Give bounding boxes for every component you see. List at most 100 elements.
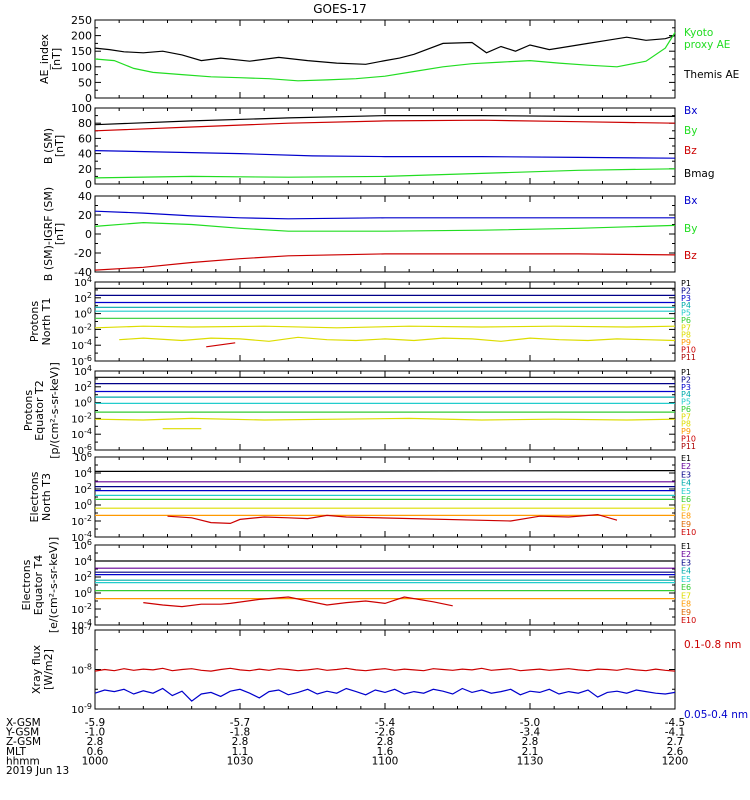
y-tick-label: 10-4 xyxy=(71,338,92,352)
legend-entry: Kyoto xyxy=(684,27,713,39)
legend-entry: E2 xyxy=(681,550,691,559)
y-tick-label: 102 xyxy=(74,570,92,584)
y-axis-label: Equator T2 xyxy=(33,380,46,440)
legend-entry: P5 xyxy=(681,398,691,407)
legend-entry: E6 xyxy=(681,583,691,592)
y-tick-label: 0 xyxy=(85,228,92,241)
y-tick-label: 80 xyxy=(78,117,92,130)
footer-value: -4.5 xyxy=(665,717,686,729)
legend-entry: E9 xyxy=(681,608,691,617)
legend-entry: P6 xyxy=(681,316,691,325)
footer-value: 2.8 xyxy=(232,736,249,748)
y-tick-label: 100 xyxy=(74,586,92,600)
y-tick-label: 100 xyxy=(71,102,92,115)
legend-entry: Bx xyxy=(684,105,697,117)
y-axis-label: AE_index xyxy=(38,33,51,84)
footer-row-label: X-GSM xyxy=(6,717,41,729)
footer-value: -5.0 xyxy=(520,717,541,729)
y-tick-label: 0 xyxy=(85,92,92,105)
y-tick-label: 150 xyxy=(71,45,92,58)
legend-entry: E9 xyxy=(681,520,691,529)
legend-entry: E3 xyxy=(681,470,691,479)
footer-value: 2.6 xyxy=(667,746,684,758)
y-tick-label: 106 xyxy=(74,450,92,464)
legend-entry: P1 xyxy=(681,279,691,288)
y-tick-label: 100 xyxy=(74,396,92,410)
legend-entry: Bz xyxy=(684,250,697,262)
footer-value: 2.8 xyxy=(377,736,394,748)
legend-entry: P10 xyxy=(681,434,696,443)
footer-value: -1.8 xyxy=(230,727,251,739)
legend-entry: P1 xyxy=(681,368,691,377)
y-tick-label: 50 xyxy=(78,76,92,89)
y-tick-label: 10-6 xyxy=(71,354,92,368)
y-tick-label: 250 xyxy=(71,14,92,27)
legend-entry: P2 xyxy=(681,375,691,384)
footer-value: 2.1 xyxy=(522,746,539,758)
y-tick-label: 102 xyxy=(74,482,92,496)
series-e9 xyxy=(143,596,453,608)
legend-entry: P3 xyxy=(681,383,691,392)
series-bz xyxy=(94,253,676,271)
y-axis-label: [W/m2] xyxy=(42,649,55,690)
footer-value: -5.4 xyxy=(375,717,396,729)
chart-title: GOES-17 xyxy=(313,2,367,16)
y-tick-label: 10-4 xyxy=(71,618,92,632)
footer-value: -1.0 xyxy=(85,727,106,739)
y-tick-label: 102 xyxy=(74,380,92,394)
panel-frame-ee xyxy=(94,544,676,626)
y-axis-label: [p/(cm²-s-sr-keV)] xyxy=(48,362,61,459)
legend-entry: P7 xyxy=(681,412,691,421)
legend-entry: Bmag xyxy=(684,168,715,180)
footer-value: 0.6 xyxy=(87,746,104,758)
legend-entry: E6 xyxy=(681,495,691,504)
y-tick-label: -20 xyxy=(74,247,92,260)
series-bmag xyxy=(94,114,675,126)
footer-row-label: Y-GSM xyxy=(5,727,39,739)
legend-entry: E7 xyxy=(681,591,691,600)
footer-value: 1200 xyxy=(662,755,689,767)
y-tick-label: 10-9 xyxy=(71,702,92,716)
footer-value: 1130 xyxy=(517,755,544,767)
series-kyoto-proxy-ae xyxy=(94,32,676,82)
panel-frame-ae xyxy=(94,19,676,99)
footer-value: -4.1 xyxy=(665,727,686,739)
legend-entry: E5 xyxy=(681,575,691,584)
y-axis-label: [nT] xyxy=(53,223,66,245)
legend-entry: P4 xyxy=(681,301,691,310)
footer-row-label: MLT xyxy=(6,746,26,758)
y-tick-label: 40 xyxy=(78,148,92,161)
series-bz xyxy=(94,119,676,132)
y-axis-label: Electrons xyxy=(28,471,41,522)
legend-entry: E2 xyxy=(681,462,691,471)
legend-entry: P8 xyxy=(681,331,691,340)
y-axis-label: Equator T4 xyxy=(32,555,45,615)
legend-entry: E4 xyxy=(681,567,691,576)
footer-value: -3.4 xyxy=(520,727,541,739)
y-axis-label: B (SM) xyxy=(42,128,55,164)
series-by xyxy=(94,221,676,232)
legend-entry: proxy AE xyxy=(684,39,730,51)
y-tick-label: 10-2 xyxy=(71,514,92,528)
y-axis-label: Protons xyxy=(28,301,41,342)
legend-entry: E8 xyxy=(681,512,691,521)
legend-entry: P8 xyxy=(681,420,691,429)
y-axis-label: [e/(cm²-s-sr-keV)] xyxy=(47,537,60,633)
footer-value: 2.7 xyxy=(667,736,684,748)
footer-value: 1.1 xyxy=(232,746,249,758)
legend-entry: E10 xyxy=(681,528,696,537)
legend-entry: P9 xyxy=(681,427,691,436)
y-axis-label: Xray flux xyxy=(30,644,43,694)
legend-entry: E1 xyxy=(681,454,691,463)
y-tick-label: 100 xyxy=(74,498,92,512)
footer-value: 1.6 xyxy=(377,746,394,758)
legend-entry: E1 xyxy=(681,542,691,551)
legend-entry: P4 xyxy=(681,390,691,399)
series-p10 xyxy=(206,342,236,348)
series-p8 xyxy=(119,336,676,342)
legend-entry: E8 xyxy=(681,600,691,609)
y-tick-label: 10-2 xyxy=(71,602,92,616)
series-bx xyxy=(94,210,675,220)
y-tick-label: 40 xyxy=(78,190,92,203)
